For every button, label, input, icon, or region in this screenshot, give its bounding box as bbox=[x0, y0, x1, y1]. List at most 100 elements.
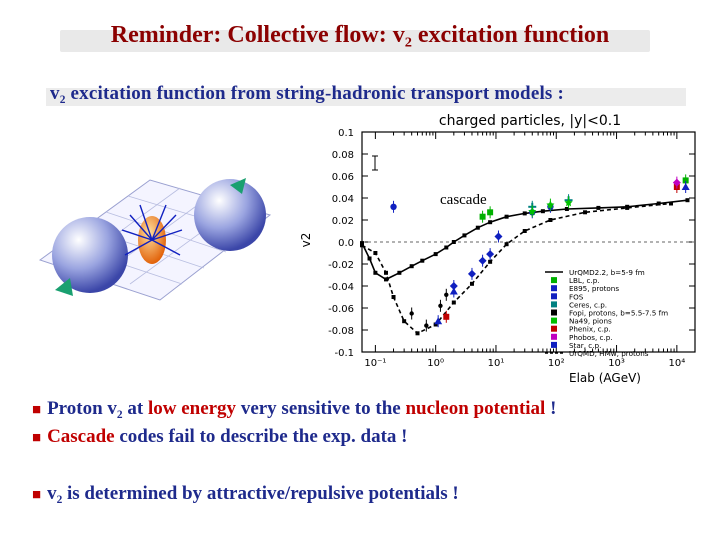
legend-label: UrQMD, HMw, protons bbox=[569, 349, 649, 358]
legend-swatch bbox=[551, 341, 557, 348]
y-tick-label: -0.06 bbox=[328, 304, 354, 315]
data-point bbox=[486, 250, 495, 259]
line-point bbox=[540, 209, 545, 214]
line-point bbox=[596, 205, 601, 210]
y-tick-label: 0.0 bbox=[338, 238, 354, 249]
line-point bbox=[522, 211, 527, 216]
y-tick-label: -0.04 bbox=[328, 282, 354, 293]
cascade-annotation: cascade bbox=[440, 192, 487, 208]
bullet-1: ■ Proton v₂ at low energy very sensitive … bbox=[32, 398, 556, 420]
v2-chart: charged particles, |y|<0.1 v2 Elab (AGeV… bbox=[299, 113, 696, 385]
data-point bbox=[424, 323, 429, 328]
data-point bbox=[681, 183, 690, 190]
bullet-icon: ■ bbox=[32, 430, 42, 446]
emission-arrows bbox=[121, 204, 183, 256]
y-tick-label: 0.08 bbox=[332, 150, 354, 161]
data-point bbox=[528, 207, 537, 216]
bullet-icon: ■ bbox=[32, 487, 42, 503]
data-point bbox=[487, 209, 494, 216]
legend-label: Phenix, c.p. bbox=[569, 325, 611, 334]
line-point bbox=[504, 242, 509, 247]
bullet-1-text-e: ! bbox=[545, 398, 557, 419]
data-point bbox=[479, 213, 486, 220]
collision-illustration bbox=[38, 178, 272, 301]
slide-subtitle: v₂ excitation function from string-hadro… bbox=[50, 83, 565, 104]
legend-label: Na49, pions bbox=[569, 317, 612, 326]
line-point bbox=[433, 322, 438, 327]
legend-swatch bbox=[551, 285, 557, 292]
line-point bbox=[420, 258, 425, 263]
y-tick-label: 0.04 bbox=[332, 194, 354, 205]
line-point bbox=[504, 214, 509, 219]
nucleus-left bbox=[52, 217, 128, 293]
bullet-2-text-a: Cascade bbox=[47, 426, 115, 447]
data-point bbox=[564, 198, 573, 207]
line-point bbox=[475, 225, 480, 230]
bullet-3-text: v₂ is determined by attractive/repulsive… bbox=[47, 483, 459, 504]
bullet-1-text-b: low energy bbox=[147, 398, 237, 419]
legend-swatch bbox=[551, 317, 557, 324]
line-point bbox=[548, 218, 553, 222]
bullet-2-text-b: codes fail to describe the exp. data ! bbox=[114, 426, 408, 447]
line-point bbox=[469, 281, 474, 286]
line-point bbox=[625, 205, 630, 210]
data-point bbox=[467, 269, 476, 278]
data-point bbox=[682, 177, 689, 184]
data-point bbox=[390, 203, 397, 210]
y-tick-label: -0.1 bbox=[334, 348, 354, 359]
line-point bbox=[583, 210, 588, 215]
legend-label: Fopi, protons, b=5.5-7.5 fm bbox=[569, 309, 668, 318]
line-point bbox=[433, 252, 438, 257]
legend-label: Ceres, c.p. bbox=[569, 300, 607, 309]
green-arrow-right bbox=[230, 178, 246, 194]
x-tick-label: 10⁰ bbox=[427, 358, 444, 369]
data-point bbox=[449, 287, 458, 295]
legend-swatch bbox=[551, 293, 557, 300]
x-tick-label: 10² bbox=[548, 358, 565, 369]
line-point bbox=[373, 251, 378, 255]
data-point bbox=[434, 317, 443, 325]
line-point bbox=[522, 229, 527, 233]
data-point bbox=[672, 178, 681, 187]
bullet-1-text-a: Proton v₂ at bbox=[47, 398, 148, 419]
bullet-2: ■ Cascade codes fail to describe the exp.… bbox=[32, 426, 408, 448]
legend-label: E895, protons bbox=[569, 284, 619, 293]
line-point bbox=[488, 259, 493, 264]
line-point bbox=[564, 207, 569, 211]
data-point bbox=[409, 311, 414, 316]
x-tick-label: 10³ bbox=[608, 358, 625, 369]
green-arrow-left bbox=[55, 278, 73, 296]
line-point bbox=[373, 270, 378, 275]
y-tick-label: 0.02 bbox=[332, 216, 354, 227]
line-point bbox=[669, 201, 674, 206]
line-point bbox=[391, 295, 396, 299]
line-point bbox=[397, 270, 402, 275]
data-point bbox=[494, 232, 503, 241]
chart-ylabel: v2 bbox=[299, 233, 313, 248]
line-point bbox=[383, 270, 388, 275]
nucleus-right bbox=[194, 179, 266, 251]
data-point bbox=[443, 313, 450, 320]
line-point bbox=[402, 319, 407, 324]
line-point bbox=[462, 233, 467, 238]
legend-swatch bbox=[551, 333, 557, 340]
chart-xlabel: Elab (AGeV) bbox=[569, 371, 641, 385]
legend-label: FOS bbox=[569, 292, 584, 301]
line-point bbox=[451, 300, 456, 305]
x-tick-label: 10¹ bbox=[488, 358, 505, 369]
data-point bbox=[438, 303, 443, 308]
x-tick-label: 10⁴ bbox=[668, 358, 685, 369]
slide-title: Reminder: Collective flow: v₂ excitation… bbox=[110, 22, 610, 48]
bullet-1-text-c: very sensitive to the bbox=[236, 398, 406, 419]
line-point bbox=[451, 240, 456, 244]
line-point bbox=[656, 201, 661, 206]
line-point bbox=[444, 245, 449, 250]
line-point bbox=[488, 220, 493, 225]
chart-title: charged particles, |y|<0.1 bbox=[439, 113, 621, 129]
data-point bbox=[546, 200, 555, 209]
line-point bbox=[383, 277, 388, 282]
y-tick-label: 0.1 bbox=[338, 128, 354, 139]
line-point bbox=[685, 198, 690, 203]
legend-label: Star, c.p. bbox=[569, 341, 601, 350]
line-point bbox=[409, 264, 414, 269]
